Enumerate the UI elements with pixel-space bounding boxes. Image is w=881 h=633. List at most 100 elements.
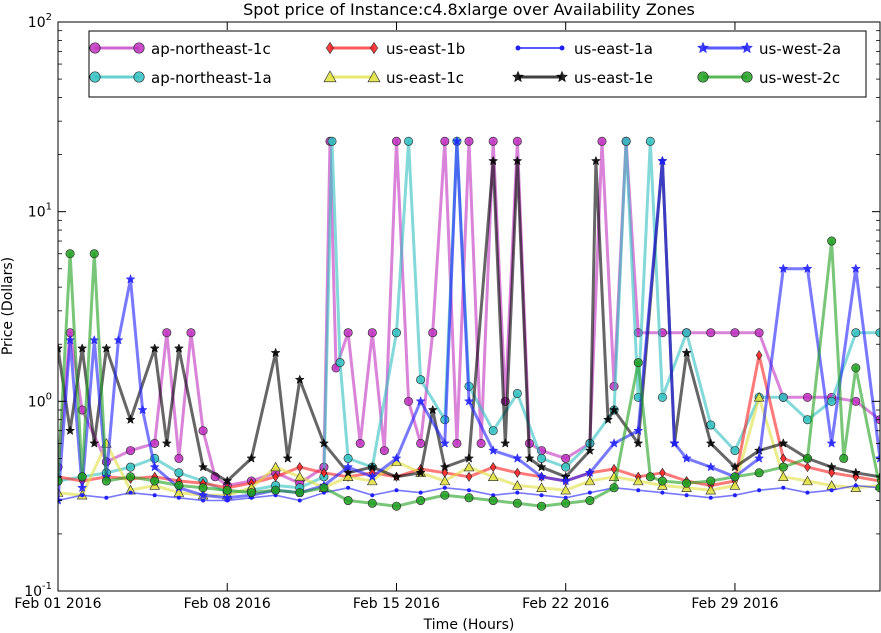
data-point-us-east-1c <box>753 391 765 402</box>
data-point-us-east-1a <box>394 488 399 493</box>
data-point-us-west-2a <box>560 475 571 486</box>
data-point-us-east-1a <box>781 485 786 490</box>
data-point-us-east-1e <box>633 438 644 448</box>
data-point-us-west-2a <box>609 438 620 448</box>
data-point-us-east-1e <box>65 425 76 435</box>
data-point-us-west-2a <box>415 396 426 406</box>
data-point-ap-northeast-1a <box>645 136 655 146</box>
data-point-ap-northeast-1c <box>597 136 607 146</box>
data-point-us-west-2c <box>585 496 595 506</box>
data-point-us-east-1c <box>439 475 451 486</box>
x-tick-label: Feb 15 2016 <box>353 596 440 612</box>
data-point-us-east-1e <box>729 461 740 472</box>
data-point-us-west-2a <box>669 438 680 448</box>
data-point-ap-northeast-1a <box>851 328 861 338</box>
y-axis-label: Price (Dollars) <box>0 257 16 355</box>
data-point-us-east-1c <box>536 482 547 492</box>
data-point-ap-northeast-1c <box>706 328 716 338</box>
data-point-us-east-1a <box>805 490 810 495</box>
data-point-us-east-1a <box>636 488 641 493</box>
data-point-ap-northeast-1a <box>335 358 345 368</box>
data-point-us-east-1e <box>524 453 535 463</box>
legend: ap-northeast-1c ap-northeast-1a us-east-1b… <box>88 30 867 98</box>
data-point-ap-northeast-1c <box>464 136 474 146</box>
data-point-us-west-2c <box>802 453 812 463</box>
data-point-ap-northeast-1c <box>404 396 414 406</box>
data-point-ap-northeast-1c <box>488 136 498 146</box>
data-point-us-west-2c <box>222 485 232 495</box>
x-tick-label: Feb 22 2016 <box>522 596 609 612</box>
data-point-us-east-1a <box>467 488 471 493</box>
data-point-us-east-1a <box>660 490 665 495</box>
data-point-us-east-1b <box>320 467 328 478</box>
data-point-us-west-2a <box>343 461 354 472</box>
legend-label: ap-northeast-1c <box>151 40 271 58</box>
legend-marker <box>89 42 101 54</box>
data-point-ap-northeast-1c <box>476 438 486 448</box>
data-point-us-east-1e <box>584 445 595 455</box>
data-point-us-west-2c <box>537 501 547 511</box>
data-point-us-east-1e <box>850 467 861 478</box>
data-point-ap-northeast-1a <box>730 446 740 456</box>
data-point-us-east-1a <box>563 495 568 500</box>
data-point-ap-northeast-1c <box>512 136 522 146</box>
data-point-ap-northeast-1c <box>561 453 571 463</box>
data-point-us-east-1e <box>198 461 209 472</box>
data-point-us-west-2a <box>681 453 692 463</box>
legend-label: us-west-2a <box>759 40 841 58</box>
data-point-us-east-1b <box>755 350 763 361</box>
data-point-us-west-2c <box>150 476 160 486</box>
data-point-ap-northeast-1c <box>379 446 389 456</box>
legend-marker <box>369 41 379 55</box>
legend-box <box>88 30 867 98</box>
data-point-us-west-2c <box>464 493 474 503</box>
data-point-us-east-1e <box>282 453 293 463</box>
data-point-ap-northeast-1a <box>682 328 692 338</box>
data-point-us-east-1a <box>346 485 351 490</box>
series-us-east-1c <box>58 391 880 500</box>
legend-label: us-east-1e <box>574 69 653 87</box>
data-point-ap-northeast-1c <box>355 438 365 448</box>
data-point-us-east-1e <box>488 155 499 166</box>
legend-marker <box>89 71 101 83</box>
data-point-us-east-1e <box>463 453 475 463</box>
data-point-us-east-1c <box>560 484 572 495</box>
data-point-us-east-1a <box>442 485 447 490</box>
data-point-us-east-1e <box>415 467 426 478</box>
data-point-us-east-1e <box>590 155 601 166</box>
legend-marker <box>740 41 754 54</box>
data-point-us-west-2c <box>440 490 450 500</box>
data-point-us-west-2c <box>561 498 571 508</box>
data-point-us-west-2c <box>512 498 522 508</box>
data-point-us-west-2a <box>391 453 402 463</box>
data-point-us-west-2a <box>58 495 64 505</box>
data-point-us-east-1c <box>294 471 306 481</box>
data-point-us-east-1c <box>802 475 813 486</box>
data-point-us-west-2c <box>319 483 329 493</box>
data-point-us-west-2a <box>488 445 499 455</box>
legend-marker <box>323 70 337 83</box>
data-point-us-west-2a <box>633 425 644 435</box>
y-axis: 10-1 100 101 102 <box>24 12 880 600</box>
data-point-us-west-2c <box>58 476 63 486</box>
data-point-ap-northeast-1c <box>428 328 438 338</box>
data-point-ap-northeast-1c <box>802 392 812 402</box>
data-point-us-west-2a <box>657 155 668 166</box>
data-point-us-east-1e <box>89 438 100 448</box>
data-point-ap-northeast-1a <box>416 375 426 385</box>
data-point-us-west-2a <box>77 482 88 493</box>
data-point-us-west-2c <box>174 480 184 490</box>
legend-marker <box>697 71 709 83</box>
data-point-us-west-2a <box>463 396 475 406</box>
data-point-us-west-2a <box>802 263 813 274</box>
x-tick-label: Feb 29 2016 <box>691 596 778 612</box>
legend-item-us-east-1c: us-east-1c <box>323 69 464 87</box>
data-point-us-east-1a <box>853 483 858 488</box>
data-point-ap-northeast-1a <box>404 136 414 146</box>
data-point-ap-northeast-1a <box>657 392 667 402</box>
plot-background <box>58 22 880 591</box>
data-point-us-east-1a <box>297 498 302 503</box>
data-point-us-east-1a <box>515 490 520 495</box>
data-point-us-east-1e <box>826 461 837 472</box>
data-point-us-west-2a <box>198 489 209 500</box>
